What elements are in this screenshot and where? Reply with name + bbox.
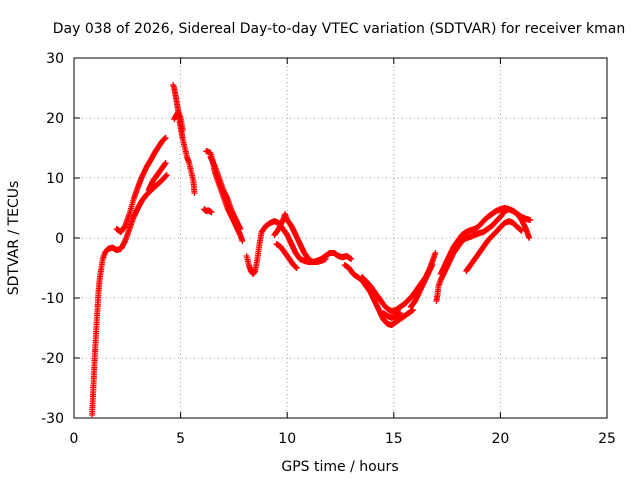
y-tick-label: 20 [46, 111, 64, 127]
data-point [237, 226, 244, 232]
x-axis-label: GPS time / hours [281, 459, 398, 475]
y-tick-label: -10 [41, 291, 64, 307]
data-point [527, 217, 534, 223]
series-track-o [407, 262, 436, 310]
data-point [191, 190, 198, 196]
y-tick-label: 10 [46, 171, 64, 187]
series-track-l [341, 262, 416, 328]
data-point [179, 127, 186, 133]
series-track-m [358, 250, 439, 315]
data-point [322, 256, 329, 262]
series-track-h [201, 206, 215, 216]
x-tick-label: 15 [385, 431, 403, 447]
data-point [163, 172, 170, 178]
data-point [239, 238, 246, 244]
y-tick-label: 30 [46, 51, 64, 67]
series-track-d [170, 82, 198, 196]
ticks: 0 5 10 15 20 25 -30 -20 -10 0 10 20 30 [41, 51, 616, 447]
y-axis-label: SDTVAR / TECUs [6, 181, 22, 296]
series-track-e [171, 109, 186, 133]
series-track-b [113, 134, 169, 235]
data-point [432, 250, 439, 256]
data-point [526, 235, 533, 241]
series-track-q [437, 205, 534, 277]
x-tick-label: 25 [598, 431, 616, 447]
series-track-c [145, 160, 169, 193]
data-point [518, 227, 525, 234]
y-tick-label: -20 [41, 351, 64, 367]
x-tick-label: 10 [278, 431, 296, 447]
data-point [293, 265, 300, 271]
y-tick-label: 0 [55, 231, 64, 247]
data-point [348, 256, 355, 262]
chart-title: Day 038 of 2026, Sidereal Day-to-day VTE… [53, 21, 625, 37]
data-point [162, 160, 169, 166]
x-tick-label: 0 [70, 431, 79, 447]
series-track-n [380, 310, 404, 321]
series-track-r [463, 218, 525, 274]
data-point [429, 262, 436, 268]
data-point [208, 209, 215, 216]
y-tick-label: -30 [41, 411, 64, 427]
data-point [397, 310, 404, 316]
series-track-j [271, 211, 329, 265]
data-marks [89, 82, 534, 418]
data-point [162, 134, 169, 141]
series-track-k [273, 241, 300, 271]
x-tick-label: 5 [176, 431, 185, 447]
x-tick-label: 20 [491, 431, 509, 447]
series-track-g [207, 154, 244, 232]
